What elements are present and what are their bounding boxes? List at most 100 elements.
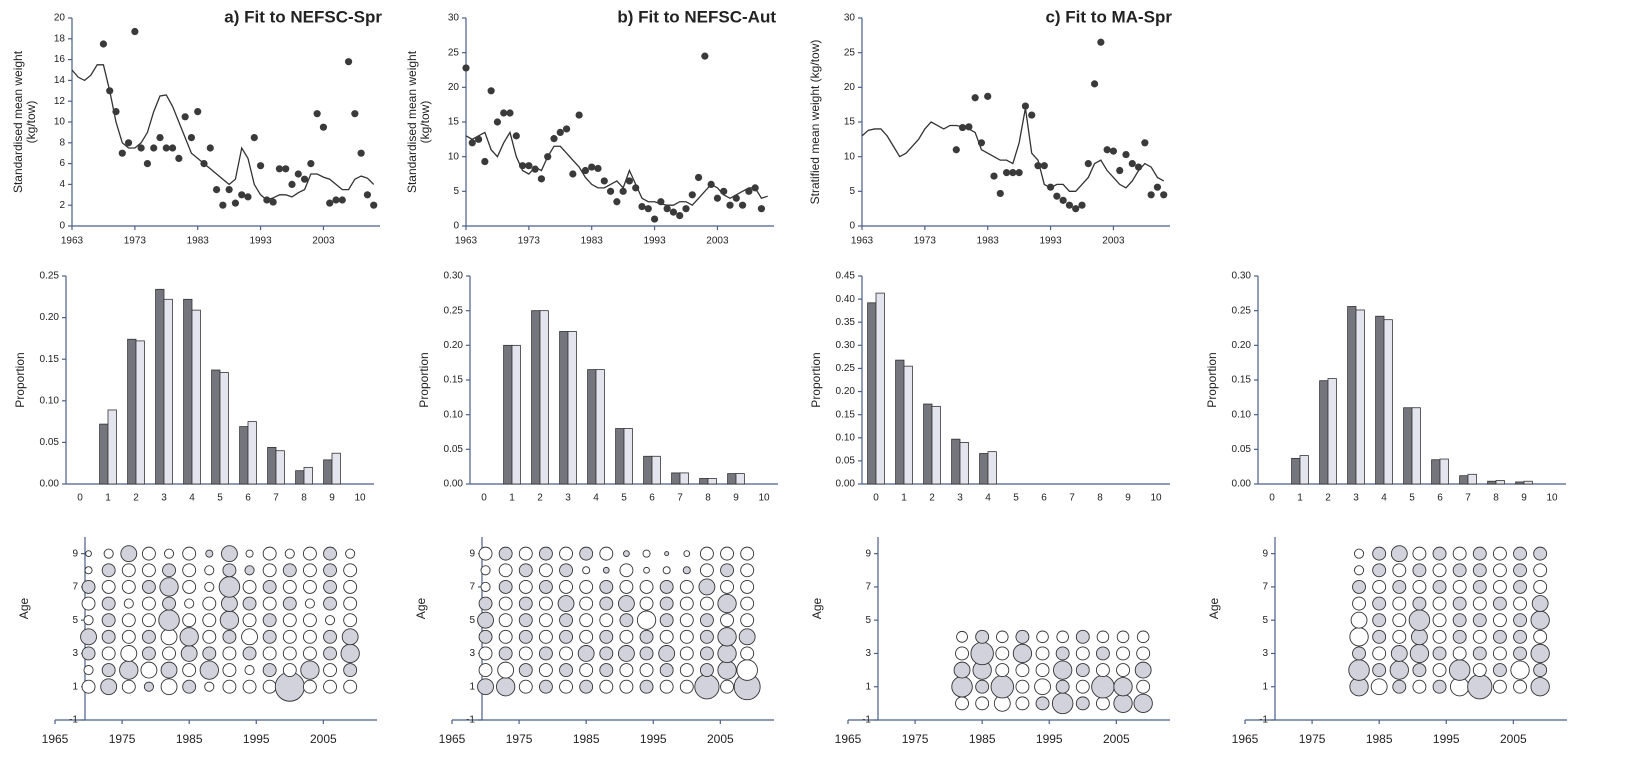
residual-bubble [579,663,594,678]
residual-bubble [1091,675,1115,699]
y-axis-label: Proportion [13,352,27,407]
x-tick-label: 8 [1097,493,1103,504]
observed-point [194,108,202,116]
observed-point [307,160,315,168]
residual-bubble [1352,579,1366,594]
y-tick-label: -1 [466,715,475,726]
residual-bubble [81,596,96,611]
y-tick-label: 20 [844,82,856,93]
bar [275,450,285,485]
residual-bubble [1353,548,1365,559]
residual-bubble [498,546,513,561]
observed-point [187,134,196,142]
residual-bubble [81,579,96,594]
y-tick-label: -1 [1259,715,1268,726]
residual-bubble [1472,613,1487,628]
observed-point [150,144,158,152]
residual-bubble [1136,679,1151,694]
x-tick-label: 2 [133,493,139,504]
observed-point [606,187,615,195]
residual-bubble [659,596,674,611]
residual-bubble [1411,628,1428,646]
residual-bubble [1053,660,1073,680]
residual-bubble [1448,659,1471,681]
residual-bubble [300,660,320,680]
residual-bubble [340,643,360,664]
residual-bubble [141,646,156,661]
y-tick-label: 1 [72,681,78,692]
residual-bubble [1472,663,1487,678]
residual-bubble [162,596,176,611]
residual-bubble [1409,643,1430,664]
residual-bubble [720,579,734,594]
y-tick-label: 5 [469,615,475,626]
residual-bubble [182,663,197,678]
x-tick-label: 4 [985,493,991,504]
observed-point [738,201,747,209]
observed-point [990,172,998,180]
residual-bubble [1095,663,1110,678]
residual-bubble [101,629,116,644]
residual-bubble [955,696,969,711]
observed-point [288,180,296,188]
observed-point [1065,201,1074,209]
x-tick-label: 6 [649,493,655,504]
bar [1291,457,1301,485]
residual-bubble [599,679,614,694]
residual-bubble [619,629,634,644]
residual-bubble [1533,546,1548,561]
observed-point [275,165,284,173]
residual-bubble [1056,630,1069,644]
residual-bubble [262,613,277,628]
observed-point [181,113,189,121]
residual-bubble [1136,630,1150,644]
residual-bubble [659,613,674,628]
observed-point [219,201,227,209]
observed-point [168,144,177,152]
y-tick-label: 10 [844,151,856,162]
y-tick-label: 0.10 [836,432,856,443]
observed-point [1028,111,1036,119]
y-tick-label: 30 [844,13,856,24]
bar [267,446,277,485]
x-tick-label: 1995 [243,732,270,746]
residual-bubble [202,596,217,611]
residual-bubble [101,563,116,578]
observed-point [131,27,139,36]
residual-bubble [1530,677,1550,697]
residual-bubble [1408,609,1431,631]
observed-point [512,132,520,140]
y-tick-label: 7 [72,582,78,593]
y-tick-label: 7 [1262,582,1268,593]
residual-bubble [1513,546,1527,561]
residual-bubble [1513,563,1527,578]
y-tick-label: 7 [469,582,475,593]
residual-bubble [302,629,317,644]
y-tick-label: 0.05 [444,444,464,455]
y-tick-label: 3 [469,648,475,659]
y-tick-label: 16 [54,54,66,65]
x-tick-label: 2005 [1500,732,1527,746]
residual-bubble [579,613,594,628]
residual-bubble [990,675,1015,699]
residual-bubble [659,629,674,644]
y-tick-label: 0.00 [444,479,464,490]
residual-bubble [518,596,533,611]
x-tick-label: 1963 [851,236,874,247]
residual-bubble [639,629,654,644]
residual-bubble [579,596,594,611]
y-tick-label: 15 [844,117,856,128]
residual-bubble [143,681,154,692]
residual-bubble [619,679,634,694]
x-tick-label: 10 [1150,493,1162,504]
bar [1523,480,1533,485]
residual-bubble [1096,630,1110,644]
residual-bubble [559,679,573,694]
observed-point [726,201,734,209]
bar [1459,475,1469,485]
observed-point [1122,150,1130,159]
y-tick-label: 0.00 [836,479,856,490]
x-tick-label: 1 [901,493,907,504]
bar [191,309,201,485]
residual-bubble [182,579,197,594]
